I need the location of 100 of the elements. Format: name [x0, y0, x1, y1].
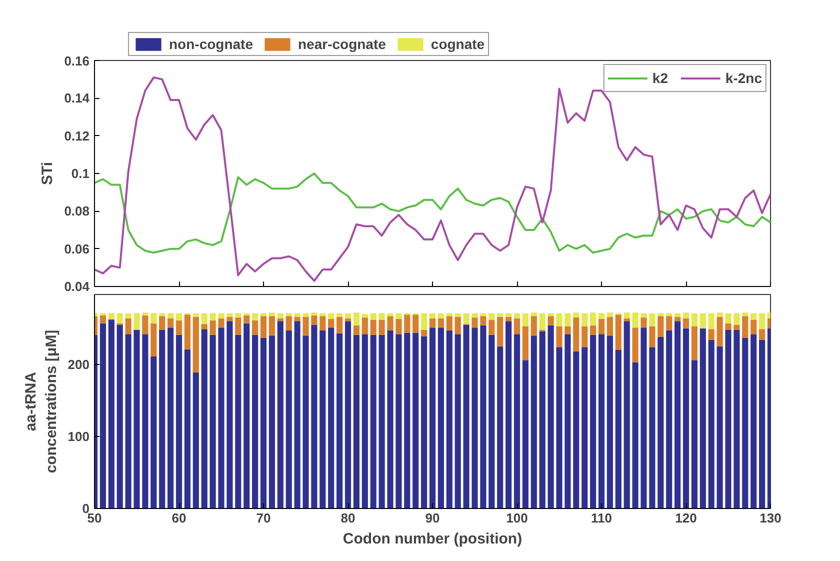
bar — [125, 318, 132, 334]
bar — [674, 316, 681, 322]
bar — [548, 316, 554, 326]
bar — [412, 332, 419, 508]
bar — [108, 320, 114, 508]
bar — [421, 330, 428, 336]
x-tick-label: 120 — [675, 510, 697, 526]
bar — [108, 313, 114, 319]
bar — [311, 315, 318, 325]
bar — [218, 313, 224, 318]
legend-label: near-cognate — [298, 36, 386, 52]
bar — [708, 329, 714, 340]
bar — [268, 336, 275, 508]
bar — [142, 315, 148, 334]
bar — [362, 314, 368, 318]
bar — [624, 321, 630, 508]
y-axis-title: aa-tRNA concentrations [μM] — [22, 330, 60, 474]
bar — [488, 313, 495, 320]
bar — [184, 349, 190, 508]
bar — [556, 326, 562, 348]
bar — [615, 350, 622, 508]
bar — [311, 324, 318, 508]
bar — [421, 313, 428, 330]
y-tick-label: 200 — [68, 356, 90, 372]
bar — [370, 334, 376, 508]
bar — [201, 313, 208, 324]
bar — [759, 329, 766, 340]
legend-label: k2 — [652, 70, 669, 86]
bar — [134, 330, 140, 508]
bar — [252, 334, 258, 508]
y-tick-label: 100 — [68, 428, 90, 444]
y-tick-label: 0.04 — [64, 279, 90, 294]
bar — [142, 334, 148, 508]
x-axis-title: Codon number (position) — [342, 530, 522, 548]
bar — [480, 316, 486, 326]
bar — [640, 318, 647, 328]
bar — [370, 320, 376, 335]
bar — [277, 313, 284, 318]
bar — [429, 318, 436, 328]
bar — [362, 334, 368, 508]
bar — [260, 313, 267, 316]
bar — [116, 324, 123, 508]
bar — [150, 313, 157, 324]
x-tick-label: 80 — [340, 510, 356, 526]
bar — [328, 313, 334, 319]
bar — [244, 315, 250, 324]
y-tick-label: 0.08 — [64, 204, 90, 219]
bar — [159, 316, 166, 330]
bar — [353, 325, 360, 335]
bar — [378, 334, 385, 508]
bar — [548, 313, 554, 316]
bar — [125, 334, 132, 508]
bar — [658, 337, 664, 508]
bar — [632, 328, 638, 362]
bar — [159, 330, 166, 508]
bar — [556, 347, 562, 508]
bar — [463, 324, 470, 508]
bar — [649, 347, 656, 508]
bar — [226, 313, 233, 317]
bar — [159, 313, 166, 316]
bar — [530, 336, 537, 508]
bar — [539, 313, 546, 330]
bar — [640, 328, 647, 508]
bar — [421, 336, 428, 508]
bar — [514, 313, 520, 318]
bar — [396, 334, 402, 508]
bar — [438, 318, 444, 328]
bar — [700, 328, 706, 508]
bar — [100, 323, 106, 508]
bar — [150, 323, 157, 356]
bar — [640, 313, 647, 318]
bar — [734, 313, 740, 325]
bar — [320, 330, 326, 508]
bar — [446, 330, 452, 508]
bar — [674, 313, 681, 317]
bar — [378, 313, 385, 320]
bar — [370, 313, 376, 320]
bar — [573, 312, 580, 318]
bar — [438, 328, 444, 508]
bar — [750, 313, 757, 320]
bar — [716, 312, 723, 317]
bar — [184, 314, 190, 350]
bar — [168, 328, 174, 508]
bar — [344, 313, 352, 318]
bar — [514, 318, 520, 334]
bar — [742, 312, 748, 316]
bar — [674, 321, 681, 508]
legend-label: non-cognate — [169, 36, 253, 52]
bar — [235, 313, 242, 318]
bar — [454, 316, 461, 334]
bar — [116, 313, 123, 324]
x-tick-label: 130 — [760, 510, 782, 526]
bar — [387, 313, 394, 316]
bar — [598, 313, 605, 319]
bar — [582, 313, 588, 326]
bar — [522, 326, 528, 360]
bar — [582, 347, 588, 508]
bar — [530, 316, 537, 336]
bar — [472, 328, 478, 508]
bar — [100, 315, 106, 324]
